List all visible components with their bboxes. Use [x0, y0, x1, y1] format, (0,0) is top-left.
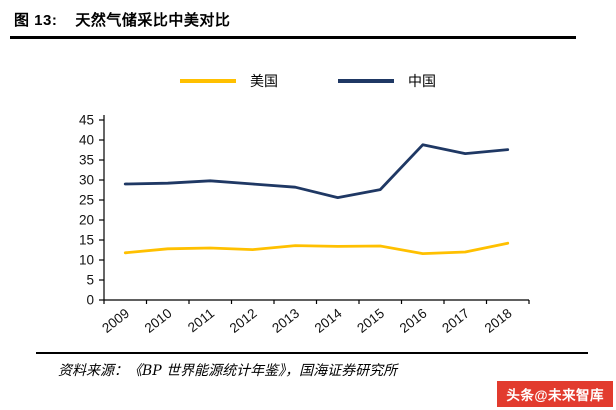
- chart-title: 天然气储采比中美对比: [75, 12, 231, 29]
- y-tick-label: 20: [79, 213, 94, 228]
- x-tick-label: 2011: [185, 306, 217, 336]
- legend-label-us: 美国: [250, 73, 278, 89]
- x-tick-label: 2014: [312, 305, 345, 336]
- title-divider: [10, 36, 576, 39]
- y-tick-label: 40: [79, 133, 94, 148]
- x-tick-label: 2010: [142, 306, 175, 336]
- line-chart: 0 5 10 15 20 25 30 35 40 45 2009 2010 2011 2012 2013 20…: [79, 113, 530, 336]
- x-tick-label: 2017: [439, 306, 472, 336]
- y-tick-label: 45: [79, 113, 94, 128]
- x-tick-label: 2009: [99, 306, 132, 336]
- legend-item-china: 中国: [338, 71, 436, 91]
- figure-label: 图 13:: [14, 12, 58, 29]
- legend-swatch-us: [180, 79, 236, 83]
- x-tick-label: 2018: [482, 306, 515, 336]
- y-tick-label: 5: [86, 273, 94, 288]
- x-tick-label: 2013: [269, 306, 302, 336]
- watermark-badge: 头条@未来智库: [497, 381, 613, 407]
- x-tick-label: 2012: [227, 306, 260, 336]
- legend-swatch-china: [338, 79, 394, 83]
- x-tick-label: 2015: [354, 306, 387, 336]
- series-line-中国: [123, 143, 510, 199]
- y-tick-label: 35: [79, 153, 94, 168]
- y-tick-label: 25: [79, 193, 94, 208]
- x-tick-label: 2016: [397, 306, 430, 336]
- chart-legend: 美国 中国: [0, 71, 616, 91]
- y-tick-label: 30: [79, 173, 94, 188]
- footer-divider: [36, 352, 588, 354]
- legend-label-china: 中国: [408, 73, 436, 89]
- y-tick-label: 10: [79, 253, 94, 268]
- series-line-美国: [123, 241, 510, 256]
- source-note: 资料来源：《BP 世界能源统计年鉴》，国海证券研究所: [58, 363, 398, 379]
- y-tick-label: 15: [79, 233, 94, 248]
- y-tick-label: 0: [86, 293, 94, 308]
- figure-header: 图 13: 天然气储采比中美对比: [14, 9, 230, 30]
- legend-item-us: 美国: [180, 71, 278, 91]
